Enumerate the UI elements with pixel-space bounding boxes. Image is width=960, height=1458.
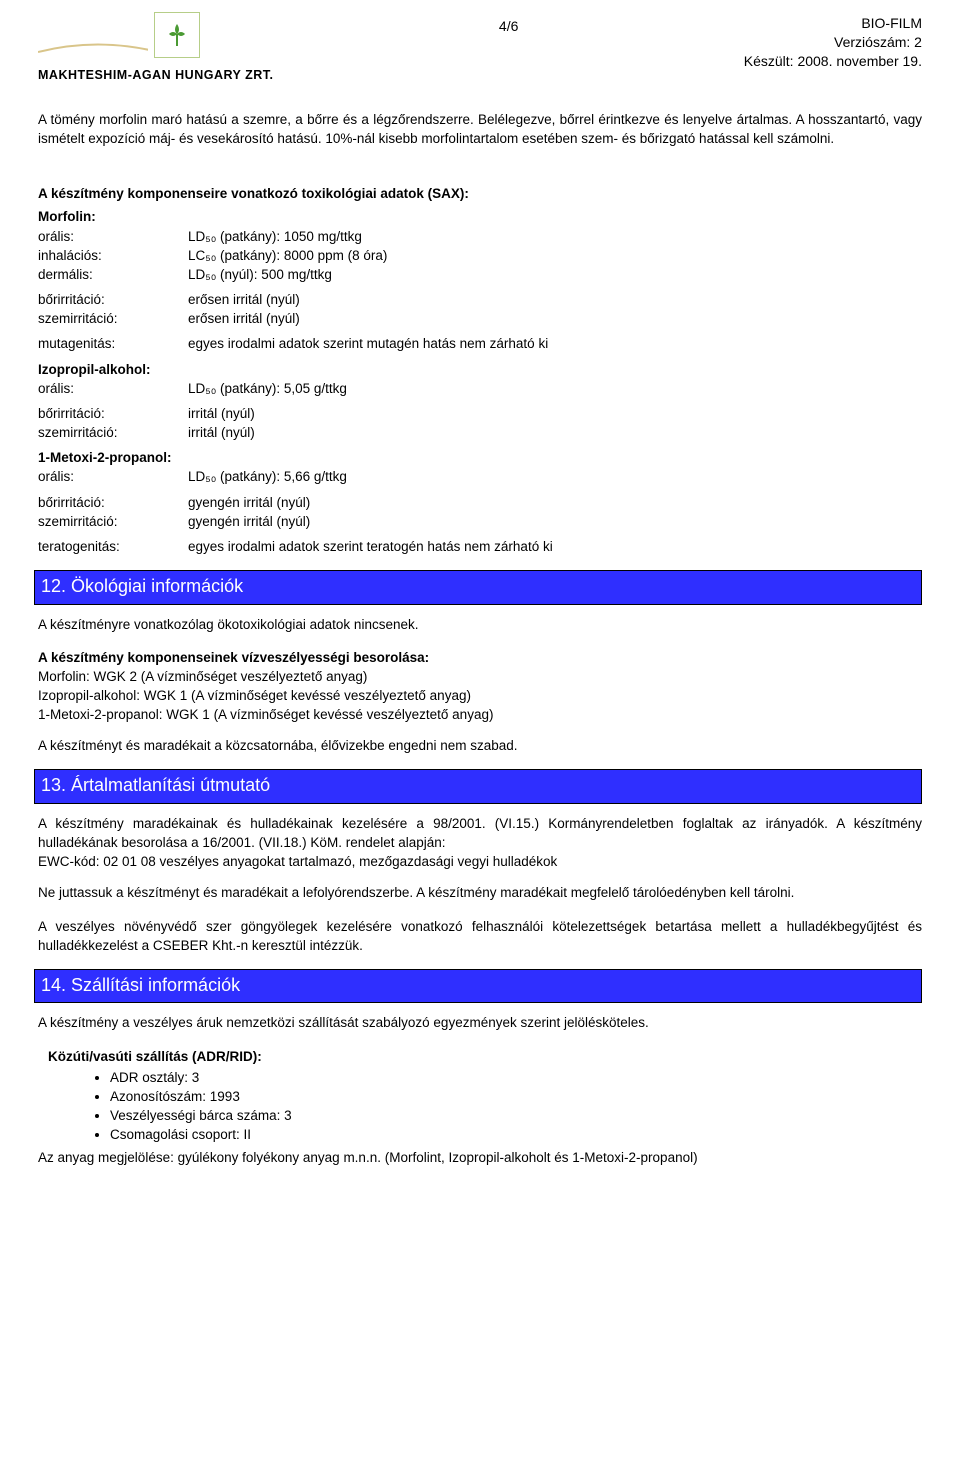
sec12-p2-heading: A készítmény komponenseinek vízveszélyes… [38,648,922,667]
sec14-bullets: ADR osztály: 3 Azonosítószám: 1993 Veszé… [38,1068,922,1145]
morfolin-extra-rows: mutagenitás:egyes irodalmi adatok szerin… [38,334,922,353]
sec14-p1: A készítmény a veszélyes áruk nemzetközi… [38,1013,922,1032]
row-key: orális: [38,227,188,246]
sec14-road-heading: Közúti/vasúti szállítás (ADR/RID): [38,1047,922,1066]
izopropil-irrit-rows: bőrirritáció:irritál (nyúl) szemirritáci… [38,404,922,442]
page-number: 4/6 [499,12,518,34]
row-key: szemirritáció: [38,423,188,442]
version: Verziószám: 2 [744,33,922,52]
logo-box [154,12,200,58]
list-item: Veszélyességi bárca száma: 3 [110,1106,922,1125]
row-key: szemirritáció: [38,512,188,531]
row-val: LD₅₀ (nyúl): 500 mg/ttkg [188,265,922,284]
tox-heading: A készítmény komponenseire vonatkozó tox… [38,184,922,203]
company-name: MAKHTESHIM-AGAN HUNGARY ZRT. [38,68,274,82]
sec12-p2-l3: 1-Metoxi-2-propanol: WGK 1 (A vízminőség… [38,705,922,724]
sec13-p1: A készítmény maradékainak és hulladékain… [38,814,922,852]
sec12-p3: A készítményt és maradékait a közcsatorn… [38,736,922,755]
row-val: LD₅₀ (patkány): 5,05 g/ttkg [188,379,922,398]
row-val: erősen irritál (nyúl) [188,290,922,309]
row-key: bőrirritáció: [38,404,188,423]
sec13-p2: Ne juttassuk a készítményt és maradékait… [38,883,922,902]
sec13-p1b: EWC-kód: 02 01 08 veszélyes anyagokat ta… [38,852,922,871]
row-val: gyengén irritál (nyúl) [188,512,922,531]
page: MAKHTESHIM-AGAN HUNGARY ZRT. 4/6 BIO-FIL… [0,0,960,1212]
row-val: LC₅₀ (patkány): 8000 ppm (8 óra) [188,246,922,265]
row-val: LD₅₀ (patkány): 1050 mg/ttkg [188,227,922,246]
sec12-p2-l1: Morfolin: WGK 2 (A vízminőséget veszélye… [38,667,922,686]
metoxi-dose-rows: orális:LD₅₀ (patkány): 5,66 g/ttkg [38,467,922,486]
row-key: teratogenitás: [38,537,188,556]
sec12-p1: A készítményre vonatkozólag ökotoxikológ… [38,615,922,634]
substance-metoxi: 1-Metoxi-2-propanol: [38,448,922,467]
intro-paragraph: A tömény morfolin maró hatású a szemre, … [38,110,922,148]
row-key: orális: [38,467,188,486]
header-right: BIO-FILM Verziószám: 2 Készült: 2008. no… [744,12,922,71]
row-key: szemirritáció: [38,309,188,328]
sec14-p2: Az anyag megjelölése: gyúlékony folyékon… [38,1148,922,1167]
row-val: LD₅₀ (patkány): 5,66 g/ttkg [188,467,922,486]
substance-izopropil: Izopropil-alkohol: [38,360,922,379]
logo-arc-icon [38,12,148,62]
row-val: egyes irodalmi adatok szerint teratogén … [188,537,922,556]
metoxi-extra-rows: teratogenitás:egyes irodalmi adatok szer… [38,537,922,556]
row-val: egyes irodalmi adatok szerint mutagén ha… [188,334,922,353]
header-left: MAKHTESHIM-AGAN HUNGARY ZRT. [38,12,274,82]
content: A tömény morfolin maró hatású a szemre, … [38,110,922,1168]
page-header: MAKHTESHIM-AGAN HUNGARY ZRT. 4/6 BIO-FIL… [38,12,922,82]
sec13-p3: A veszélyes növényvédő szer göngyölegek … [38,917,922,955]
row-val: erősen irritál (nyúl) [188,309,922,328]
row-key: dermális: [38,265,188,284]
product-name: BIO-FILM [744,14,922,33]
list-item: Csomagolási csoport: II [110,1125,922,1144]
list-item: Azonosítószám: 1993 [110,1087,922,1106]
izopropil-dose-rows: orális:LD₅₀ (patkány): 5,05 g/ttkg [38,379,922,398]
section-14-title: 14. Szállítási információk [34,969,922,1004]
date: Készült: 2008. november 19. [744,52,922,71]
list-item: ADR osztály: 3 [110,1068,922,1087]
sec12-p2-l2: Izopropil-alkohol: WGK 1 (A vízminőséget… [38,686,922,705]
row-key: bőrirritáció: [38,290,188,309]
morfolin-irrit-rows: bőrirritáció:erősen irritál (nyúl) szemi… [38,290,922,328]
logo-group [38,12,200,62]
row-key: orális: [38,379,188,398]
morfolin-dose-rows: orális:LD₅₀ (patkány): 1050 mg/ttkg inha… [38,227,922,284]
row-key: bőrirritáció: [38,493,188,512]
section-13-title: 13. Ártalmatlanítási útmutató [34,769,922,804]
row-key: mutagenitás: [38,334,188,353]
section-12-title: 12. Ökológiai információk [34,570,922,605]
row-val: irritál (nyúl) [188,423,922,442]
row-val: gyengén irritál (nyúl) [188,493,922,512]
metoxi-irrit-rows: bőrirritáció:gyengén irritál (nyúl) szem… [38,493,922,531]
row-val: irritál (nyúl) [188,404,922,423]
substance-morfolin: Morfolin: [38,207,922,226]
leaf-icon [162,20,192,50]
row-key: inhalációs: [38,246,188,265]
